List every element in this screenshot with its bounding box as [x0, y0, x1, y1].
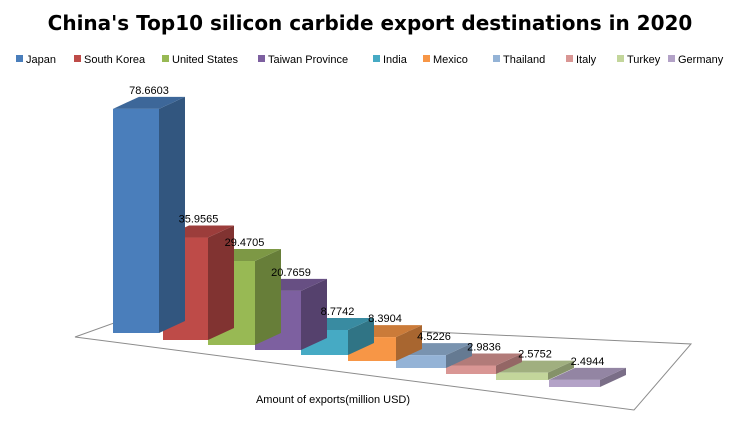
legend-swatch-turkey: [617, 55, 624, 62]
value-label-turkey: 2.5752: [518, 349, 552, 361]
value-label-mexico: 8.3904: [368, 313, 402, 325]
legend-swatch-mexico: [423, 55, 430, 62]
legend-swatch-germany: [668, 55, 675, 62]
bar-top-japan: [113, 96, 185, 109]
value-label-taiwan-province: 20.7659: [271, 267, 311, 279]
bar-side-india: [348, 317, 374, 355]
bar-top-germany: [549, 367, 626, 380]
bar-side-turkey: [548, 360, 574, 380]
bar-side-united-states: [255, 249, 281, 345]
bar-germany: [549, 367, 626, 387]
legend-label-thailand: Thailand: [503, 54, 545, 66]
legend-swatch-taiwan-province: [258, 55, 265, 62]
value-label-india: 8.7742: [321, 306, 355, 318]
value-label-thailand: 4.5226: [417, 331, 451, 343]
bar-front-turkey: [496, 372, 548, 380]
bar-side-mexico: [396, 325, 422, 361]
value-label-germany: 2.4944: [571, 356, 605, 368]
legend-label-mexico: Mexico: [433, 54, 468, 66]
legend-swatch-japan: [16, 55, 23, 62]
chart-title: China's Top10 silicon carbide export des…: [48, 11, 693, 35]
legend-swatch-thailand: [493, 55, 500, 62]
bar-front-thailand: [396, 355, 446, 368]
legend-label-japan: Japan: [26, 54, 56, 66]
value-label-japan: 78.6603: [129, 85, 169, 97]
bar-front-italy: [446, 365, 496, 374]
bar-front-japan: [113, 108, 159, 333]
value-label-united-states: 29.4705: [225, 237, 265, 249]
legend: Japan South Korea United States Taiwan Prov…: [16, 54, 724, 66]
value-label-south-korea: 35.9565: [179, 214, 219, 226]
bar-side-taiwan-province: [301, 278, 327, 350]
legend-swatch-india: [373, 55, 380, 62]
value-label-italy: 2.9836: [467, 341, 501, 353]
bar-side-japan: [159, 96, 185, 333]
legend-label-india: India: [383, 54, 408, 66]
bar-front-germany: [549, 379, 600, 387]
legend-swatch-italy: [566, 55, 573, 62]
value-label-group: 2.4944 2.5752 2.9836 4.5226 8.3904 8.7742 20.7…: [129, 85, 604, 368]
legend-label-italy: Italy: [576, 54, 597, 66]
bar-side-germany: [600, 367, 626, 387]
x-axis-label: Amount of exports(million USD): [256, 394, 410, 406]
legend-label-germany: Germany: [678, 54, 724, 66]
legend-label-turkey: Turkey: [627, 54, 661, 66]
bar-group: [113, 96, 626, 387]
legend-label-south-korea: South Korea: [84, 54, 146, 66]
bar-top-italy: [446, 353, 522, 366]
legend-swatch-south-korea: [74, 55, 81, 62]
bar-japan: [113, 96, 185, 333]
bar-side-thailand: [446, 343, 472, 368]
bar-side-south-korea: [208, 225, 234, 340]
legend-label-united-states: United States: [172, 54, 239, 66]
bar-side-italy: [496, 353, 522, 374]
bar-italy: [446, 353, 522, 374]
legend-label-taiwan-province: Taiwan Province: [268, 54, 348, 66]
legend-swatch-united-states: [162, 55, 169, 62]
